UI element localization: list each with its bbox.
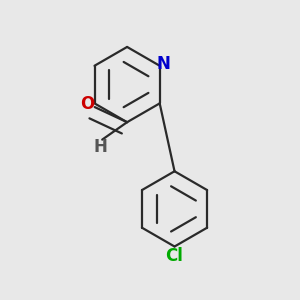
Text: N: N	[157, 55, 170, 73]
Text: O: O	[80, 95, 94, 113]
Text: H: H	[94, 138, 107, 156]
Text: Cl: Cl	[166, 247, 184, 265]
